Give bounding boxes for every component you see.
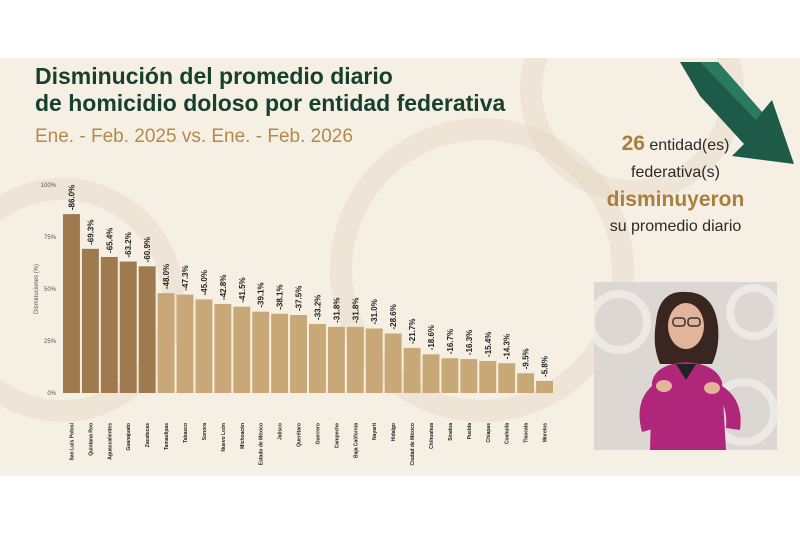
x-tick-label: Guanajuato — [126, 423, 132, 451]
bar — [479, 360, 497, 393]
bar — [138, 266, 156, 393]
x-tick-label: Chiapas — [486, 423, 492, 443]
x-tick-label: Chihuahua — [429, 423, 435, 449]
summary-line-4: su promedio diario — [609, 218, 742, 235]
data-label: -14.3% — [503, 334, 512, 359]
x-tick-label: Tamaulipas — [164, 423, 170, 450]
data-label: -15.4% — [484, 332, 493, 357]
bar — [460, 359, 478, 393]
bar — [195, 299, 213, 393]
slide-subtitle: Ene. - Feb. 2025 vs. Ene. - Feb. 2026 — [35, 126, 353, 147]
bar — [309, 323, 326, 393]
summary-line-2: federativa(s) — [631, 164, 720, 181]
sign-language-interpreter — [594, 282, 777, 450]
y-tick-label: 0% — [47, 391, 56, 397]
x-tick-label: Querétaro — [297, 423, 303, 447]
bar — [365, 328, 383, 393]
x-tick-label: Nuevo León — [221, 423, 227, 452]
x-tick-label: Hidalgo — [391, 423, 397, 441]
bar-chart: Disminuciones (%) 0% 25% 50% 75% 100% -86.0% Sa… — [34, 183, 553, 466]
data-label: -45.0% — [200, 270, 209, 295]
data-label: -5.8% — [541, 356, 550, 377]
title-line-1: Disminución del promedio diario — [35, 63, 393, 89]
bar — [441, 358, 459, 393]
x-tick-label: Tabasco — [183, 423, 189, 443]
bar — [327, 326, 345, 393]
bar — [422, 354, 440, 393]
x-tick-label: Michoacán — [240, 423, 246, 449]
x-tick-label: Ciudad de México — [410, 423, 416, 466]
data-label: -16.3% — [465, 330, 474, 355]
summary-highlight: disminuyeron — [606, 188, 745, 211]
summary-box: 26 entidad(es) federativa(s) disminuyero… — [598, 130, 753, 240]
bar — [271, 313, 289, 393]
x-tick-label: Puebla — [467, 423, 473, 440]
bar — [81, 248, 99, 393]
x-tick-label: Morelos — [543, 423, 549, 442]
data-label: -41.5% — [238, 277, 247, 302]
title-line-2: de homicidio doloso por entidad federati… — [35, 90, 506, 116]
y-axis-label: Disminuciones (%) — [34, 264, 40, 314]
bar — [536, 380, 553, 393]
data-label: -31.8% — [332, 297, 341, 322]
data-label: -38.1% — [276, 284, 285, 309]
bar — [63, 214, 80, 393]
x-tick-label: Baja California — [353, 423, 359, 458]
slide-title: Disminución del promedio diario de homic… — [35, 63, 505, 117]
x-tick-label: Jalisco — [278, 423, 284, 440]
x-tick-label: Campeche — [334, 423, 340, 449]
bar — [346, 326, 364, 393]
summary-line-1: entidad(es) — [644, 137, 730, 154]
data-label: -39.1% — [257, 282, 266, 307]
bar — [176, 294, 194, 393]
y-tick-label: 100% — [41, 183, 57, 189]
x-tick-label: Nayarit — [372, 423, 378, 440]
x-tick-label: Sonora — [202, 423, 208, 440]
x-tick-label: Aguascalientes — [107, 423, 113, 460]
bar — [214, 303, 232, 393]
data-label: -60.9% — [143, 237, 152, 262]
bar — [157, 293, 175, 393]
x-tick-label: Estado de México — [259, 423, 265, 465]
y-tick-label: 50% — [44, 287, 57, 293]
y-tick-label: 25% — [44, 339, 57, 345]
y-tick-label: 75% — [44, 235, 57, 241]
x-tick-label: Quintana Roo — [88, 423, 94, 456]
data-label: -33.2% — [313, 295, 322, 320]
x-tick-label: Coahuila — [505, 423, 511, 444]
data-label: -69.3% — [86, 219, 95, 244]
x-tick-label: Tlaxcala — [524, 423, 530, 443]
data-label: -31.8% — [351, 297, 360, 322]
x-tick-label: Guerrero — [315, 423, 321, 444]
data-label: -48.0% — [162, 264, 171, 289]
data-label: -86.0% — [67, 185, 76, 210]
data-label: -42.8% — [219, 275, 228, 300]
data-label: -9.5% — [522, 348, 531, 369]
summary-count: 26 — [621, 132, 645, 155]
data-label: -21.7% — [408, 319, 417, 344]
data-label: -37.5% — [295, 286, 304, 311]
bar — [233, 306, 251, 393]
bar — [290, 315, 307, 393]
data-label: -18.6% — [427, 325, 436, 350]
x-tick-label: San Luis Potosí — [69, 422, 75, 460]
bar — [100, 256, 118, 393]
bar — [252, 311, 270, 393]
data-label: -47.3% — [181, 265, 190, 290]
bar — [517, 373, 535, 393]
bar — [384, 333, 402, 393]
data-label: -28.6% — [389, 304, 398, 329]
x-tick-label: Sinaloa — [448, 423, 454, 441]
data-label: -65.4% — [105, 228, 114, 253]
data-label: -31.0% — [370, 299, 379, 324]
slide-panel: Disminución del promedio diario de homic… — [0, 58, 800, 476]
x-tick-label: Zacatecas — [145, 423, 151, 447]
downtrend-arrow-icon — [680, 62, 794, 164]
data-label: -63.2% — [124, 232, 133, 257]
bar — [403, 347, 421, 393]
data-label: -16.7% — [446, 329, 455, 354]
bar — [498, 363, 516, 393]
bar — [119, 261, 137, 393]
